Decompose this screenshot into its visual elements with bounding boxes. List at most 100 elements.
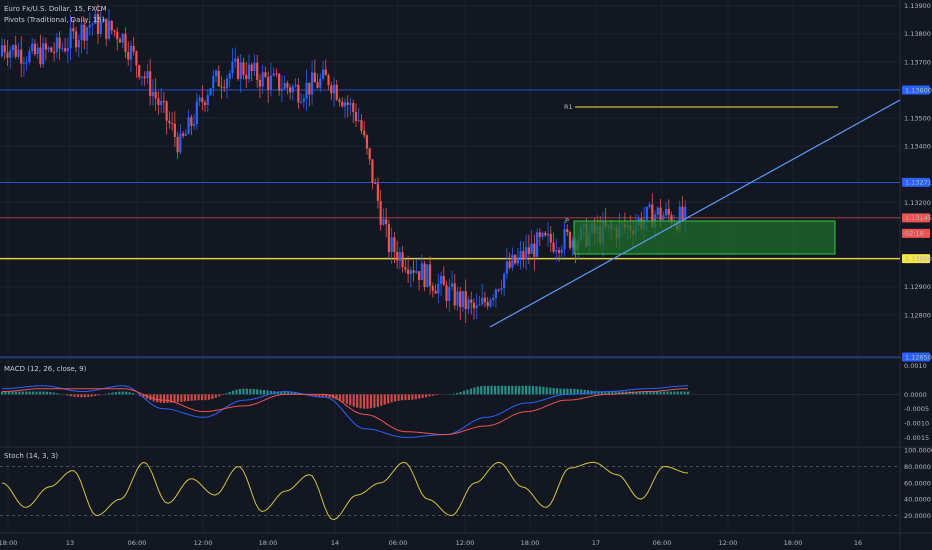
stoch-y-tick: 80.0000 <box>904 463 931 471</box>
candle-body <box>448 286 451 301</box>
candle-body <box>239 62 242 79</box>
candle-body <box>549 233 552 243</box>
macd-histogram-bar <box>49 392 52 395</box>
price-level-badge <box>902 254 930 264</box>
macd-histogram-bar <box>521 385 524 395</box>
macd-histogram-bar <box>576 389 579 395</box>
candle-body <box>357 120 360 122</box>
candle-body <box>420 263 423 281</box>
macd-histogram-bar <box>514 385 517 395</box>
macd-histogram-bar <box>163 394 166 403</box>
macd-histogram-bar <box>476 386 479 395</box>
macd-histogram-bar <box>38 391 42 395</box>
candle-body <box>662 215 665 220</box>
macd-histogram-bar <box>169 394 173 403</box>
price-level-badge <box>902 228 930 238</box>
macd-histogram-bar <box>104 393 107 395</box>
macd-histogram-bar <box>452 393 455 395</box>
macd-histogram-bar <box>662 391 666 395</box>
candle-body <box>393 237 396 253</box>
macd-histogram-bar <box>683 391 686 395</box>
macd-histogram-bar <box>194 394 197 401</box>
macd-histogram-bar <box>32 391 35 395</box>
candle-body <box>157 98 160 105</box>
macd-histogram-bar <box>18 391 21 395</box>
candle-body <box>365 135 369 149</box>
macd-y-tick: 0.0010 <box>904 362 927 370</box>
macd-histogram-bar <box>542 386 545 395</box>
candle-body <box>500 288 503 290</box>
price-level-badge <box>902 177 930 187</box>
macd-histogram-bar <box>97 394 100 396</box>
macd-histogram-bar <box>356 394 359 408</box>
x-tick-label: 18:00 <box>521 539 540 547</box>
macd-histogram-bar <box>294 392 297 395</box>
candle-body <box>50 47 53 52</box>
candle-body <box>140 76 144 78</box>
macd-histogram-bar <box>14 391 17 395</box>
candle-body <box>445 285 448 301</box>
candle-body <box>85 27 89 41</box>
candle-body <box>242 62 245 75</box>
candle-body <box>371 159 374 183</box>
candle-body <box>670 215 673 224</box>
candle-body <box>494 289 498 298</box>
candle-body <box>88 24 91 28</box>
candle-body <box>508 261 511 268</box>
candle-body <box>415 271 418 273</box>
candle-body <box>684 206 687 220</box>
candle-body <box>11 45 15 51</box>
candle-body <box>645 206 648 220</box>
macd-y-tick: -0.0015 <box>904 434 929 442</box>
candle-body <box>492 297 495 300</box>
macd-histogram-bar <box>621 391 624 395</box>
candle-body <box>557 250 561 253</box>
candle-body <box>379 200 382 225</box>
pivot-r1-label: R1 <box>564 103 573 111</box>
macd-histogram-bar <box>680 391 683 395</box>
macd-histogram-bar <box>645 391 648 395</box>
macd-histogram-bar <box>242 388 245 395</box>
macd-histogram-bar <box>493 385 497 395</box>
macd-histogram-bar <box>111 392 114 395</box>
macd-line <box>1 385 689 438</box>
macd-histogram-bar <box>483 385 486 395</box>
candle-body <box>91 23 94 25</box>
candle-body <box>363 130 366 136</box>
macd-histogram-bar <box>562 388 566 395</box>
candle-body <box>182 133 185 136</box>
candle-body <box>162 100 165 102</box>
candle-body <box>343 102 347 107</box>
candle-body <box>346 102 349 105</box>
macd-histogram-bar <box>42 391 45 395</box>
macd-histogram-bar <box>152 394 155 402</box>
macd-histogram-bar <box>238 388 242 395</box>
macd-histogram-bar <box>173 394 176 403</box>
y-tick-label: 1.13700 <box>904 58 931 66</box>
macd-histogram-bar <box>342 394 345 403</box>
macd-histogram-bar <box>204 394 207 401</box>
macd-histogram-bar <box>528 385 531 395</box>
candle-body <box>327 75 330 86</box>
stoch-line <box>1 461 689 521</box>
macd-histogram-bar <box>411 394 414 400</box>
candle-body <box>560 249 563 253</box>
macd-histogram-bar <box>366 394 369 409</box>
candle-body <box>192 124 196 126</box>
x-tick-label: 12:00 <box>194 539 213 547</box>
candle-body <box>511 254 514 268</box>
candle-body <box>472 302 476 309</box>
drawings[interactable]: R1 P <box>489 99 901 328</box>
candle-body <box>423 263 426 288</box>
candle-body <box>541 232 544 237</box>
macd-histogram-bar <box>311 394 314 396</box>
macd-histogram-bar <box>76 394 80 398</box>
macd-histogram-bar <box>687 391 690 395</box>
macd-histogram-bar <box>642 391 645 395</box>
candle-body <box>338 99 341 102</box>
candle-body <box>461 291 465 308</box>
macd-histogram-bar <box>618 391 621 395</box>
price-level-badge <box>902 213 930 223</box>
macd-histogram-bar <box>635 391 638 395</box>
